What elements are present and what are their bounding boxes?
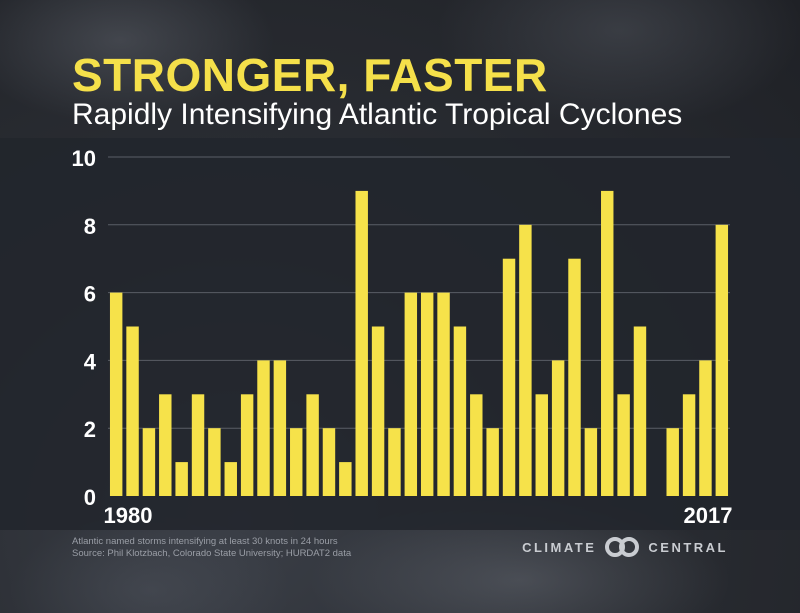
bar [191, 394, 205, 496]
bar [584, 428, 598, 496]
bar [322, 428, 336, 496]
bar [453, 326, 467, 496]
logo-word-central: CENTRAL [648, 539, 728, 555]
bar [568, 258, 581, 496]
bar [420, 292, 434, 496]
bar [126, 326, 139, 496]
y-tick-label: 2 [84, 417, 96, 442]
bar [601, 190, 614, 496]
y-tick-label: 4 [84, 349, 97, 374]
bar [666, 428, 679, 496]
y-tick-label: 10 [72, 146, 96, 171]
bar [502, 258, 516, 496]
bars [109, 190, 729, 497]
bar [273, 360, 287, 496]
y-tick-label: 8 [84, 214, 96, 239]
bar [633, 326, 647, 496]
y-tick-label: 0 [84, 485, 96, 510]
bar [257, 360, 270, 496]
climate-central-logo: CLIMATE CENTRAL [522, 535, 728, 559]
x-axis: 1980 2017 [104, 503, 733, 528]
bar [682, 394, 696, 496]
footnote-definition: Atlantic named storms intensifying at le… [72, 536, 338, 547]
bar [388, 428, 401, 496]
bar [617, 394, 630, 496]
bar [535, 394, 548, 496]
bar [437, 292, 450, 496]
bar [371, 326, 385, 496]
x-tick-label-last: 2017 [684, 503, 733, 528]
logo-rings-icon [605, 537, 640, 557]
bar [470, 394, 483, 496]
footnote: Atlantic named storms intensifying at le… [72, 536, 351, 560]
chart-subtitle: Rapidly Intensifying Atlantic Tropical C… [72, 98, 683, 131]
bar [699, 360, 712, 496]
bar [519, 224, 532, 497]
bar [551, 360, 565, 496]
bar [355, 190, 368, 496]
bar [159, 394, 172, 496]
bar [240, 394, 254, 496]
x-tick-label-first: 1980 [104, 503, 153, 528]
bar [715, 224, 729, 497]
bar [404, 292, 418, 496]
bar [208, 428, 221, 496]
footnote-source: Source: Phil Klotzbach, Colorado State U… [72, 547, 352, 559]
bar [142, 428, 156, 496]
bar [486, 428, 499, 496]
y-tick-label: 6 [84, 282, 96, 307]
bar [339, 462, 352, 496]
y-axis: 0 2 4 6 8 10 [72, 146, 97, 510]
bar [224, 462, 237, 496]
chart-title: STRONGER, FASTER [72, 49, 548, 101]
bar [306, 394, 319, 496]
bar [290, 428, 303, 496]
logo-word-climate: CLIMATE [522, 539, 597, 555]
bar [175, 462, 188, 496]
bar [109, 292, 123, 496]
